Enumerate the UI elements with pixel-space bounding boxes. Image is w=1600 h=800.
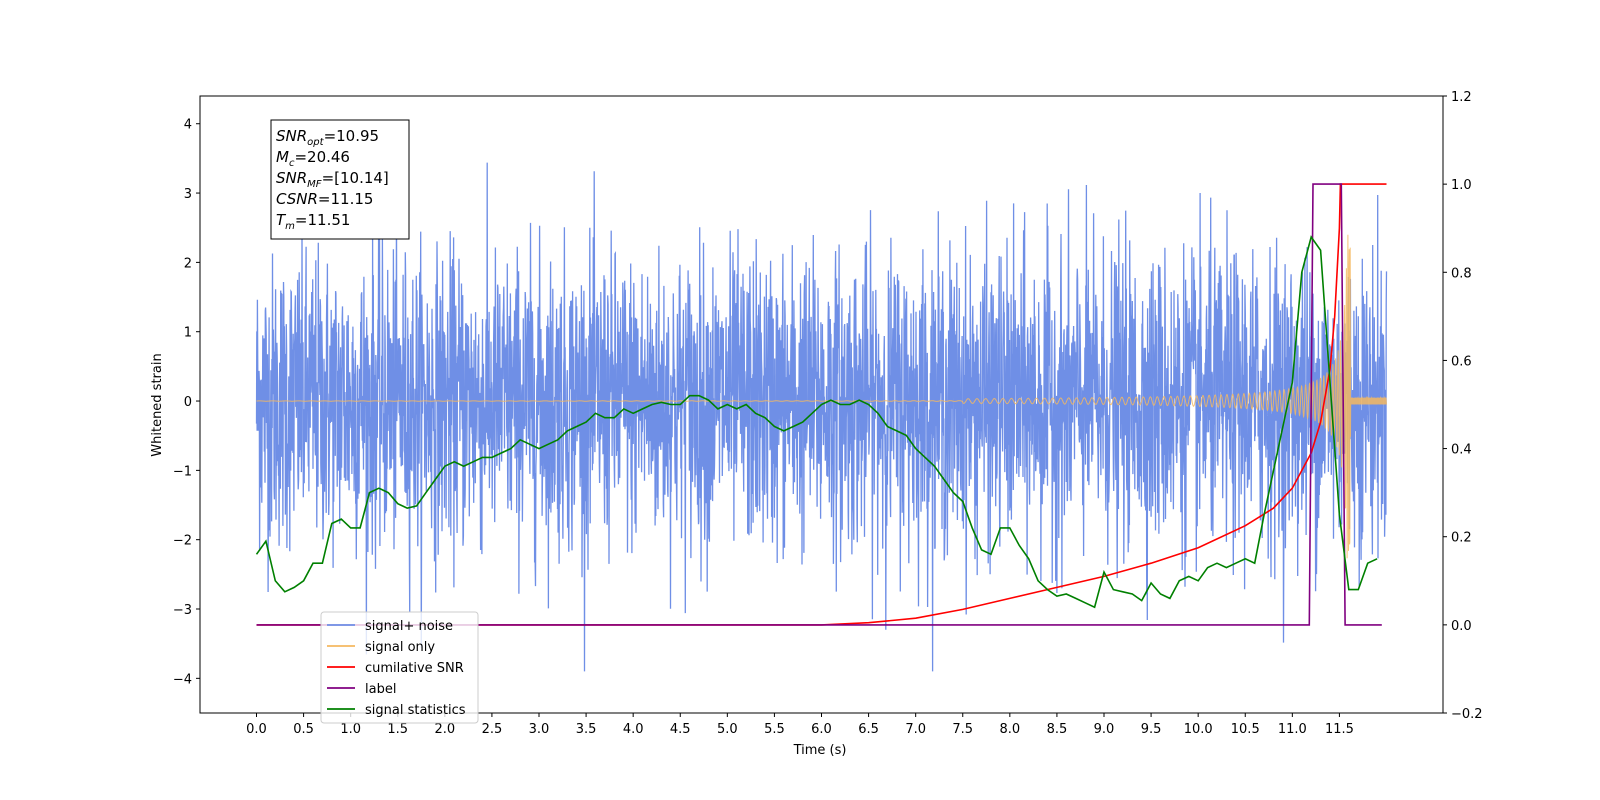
x-tick-label: 2.5: [482, 722, 503, 737]
series-signal-noise: [255, 162, 1388, 672]
x-tick-label: 3.0: [529, 722, 550, 737]
x-tick-label: 9.0: [1094, 722, 1115, 737]
annotation-line: CSNR=11.15: [276, 190, 373, 208]
series-cumulative-snr: [256, 183, 1387, 626]
x-tick-label: 5.0: [717, 722, 738, 737]
x-tick-label: 1.0: [340, 722, 361, 737]
plot-area: [255, 162, 1388, 672]
y-right-tick-label: 0.0: [1451, 619, 1472, 634]
x-tick-label: 1.5: [387, 722, 408, 737]
y-right-tick-label: 0.4: [1451, 443, 1472, 458]
series-signal-only: [256, 234, 1387, 559]
annotation-frame: [270, 119, 410, 240]
x-tick-label: 11.0: [1278, 722, 1307, 737]
annotation-line: SNRopt=10.95: [276, 127, 379, 148]
annotation-line: Mc=20.46: [276, 148, 350, 169]
y-tick-label: −2: [173, 534, 192, 549]
x-axis: 0.0 0.5 1.0 1.5 2.0 2.5 3.0 3.5 4.0 4.5 5.0 5.5 6.0 6…: [246, 713, 1354, 737]
legend-entry: signal+ noise: [365, 619, 453, 634]
x-tick-label: 6.5: [858, 722, 879, 737]
y-tick-label: −4: [173, 672, 192, 687]
stats-annotation-box: SNRopt=10.95Mc=20.46SNRMF=[10.14]CSNR=11…: [270, 119, 410, 240]
y-right-tick-label: 1.0: [1451, 178, 1472, 193]
y-tick-label: 0: [184, 395, 192, 410]
x-tick-label: 4.5: [670, 722, 691, 737]
x-tick-label: 7.5: [952, 722, 973, 737]
y-right-tick-label: 0.2: [1451, 531, 1472, 546]
y-tick-label: −3: [173, 603, 192, 618]
legend-frame: [320, 611, 479, 724]
legend-entry: signal statistics: [365, 703, 466, 718]
series-label: [256, 183, 1382, 626]
annotation-line: Tm=11.51: [276, 211, 350, 232]
legend-entry: cumilative SNR: [365, 661, 464, 676]
legend-entry: signal only: [365, 640, 435, 655]
x-tick-label: 0.5: [293, 722, 314, 737]
y-right-tick-label: 0.6: [1451, 354, 1472, 369]
x-tick-label: 2.0: [434, 722, 455, 737]
y-axis-right: −0.2 0.0 0.2 0.4 0.6 0.8 1.0 1.2: [1443, 90, 1483, 722]
legend-entry: label: [365, 682, 396, 697]
y-axis-left: −4 −3 −2 −1 0 1 2 3 4: [173, 118, 200, 687]
y-tick-label: 3: [184, 187, 192, 202]
x-tick-label: 5.5: [764, 722, 785, 737]
x-tick-label: 7.0: [905, 722, 926, 737]
y-tick-label: −1: [173, 464, 192, 479]
y-tick-label: 1: [184, 326, 192, 341]
x-tick-label: 0.0: [246, 722, 267, 737]
x-tick-label: 9.5: [1141, 722, 1162, 737]
y-right-tick-label: 1.2: [1451, 90, 1472, 105]
y-tick-label: 2: [184, 256, 192, 271]
legend: signal+ noise signal only cumilative SNR la…: [320, 611, 479, 724]
annotation-line: SNRMF=[10.14]: [276, 169, 389, 190]
x-tick-label: 8.0: [999, 722, 1020, 737]
y-tick-label: 4: [184, 118, 192, 133]
x-tick-label: 11.5: [1325, 722, 1354, 737]
y-right-tick-label: −0.2: [1451, 707, 1483, 722]
x-tick-label: 8.5: [1047, 722, 1068, 737]
x-axis-label: Time (s): [793, 743, 847, 758]
y-right-tick-label: 0.8: [1451, 266, 1472, 281]
series-signal-statistics: [255, 235, 1378, 609]
x-tick-label: 6.0: [811, 722, 832, 737]
y-axis-label: Whitened strain: [150, 353, 165, 456]
x-tick-label: 10.0: [1184, 722, 1213, 737]
x-tick-label: 3.5: [576, 722, 597, 737]
x-tick-label: 10.5: [1231, 722, 1260, 737]
x-tick-label: 4.0: [623, 722, 644, 737]
